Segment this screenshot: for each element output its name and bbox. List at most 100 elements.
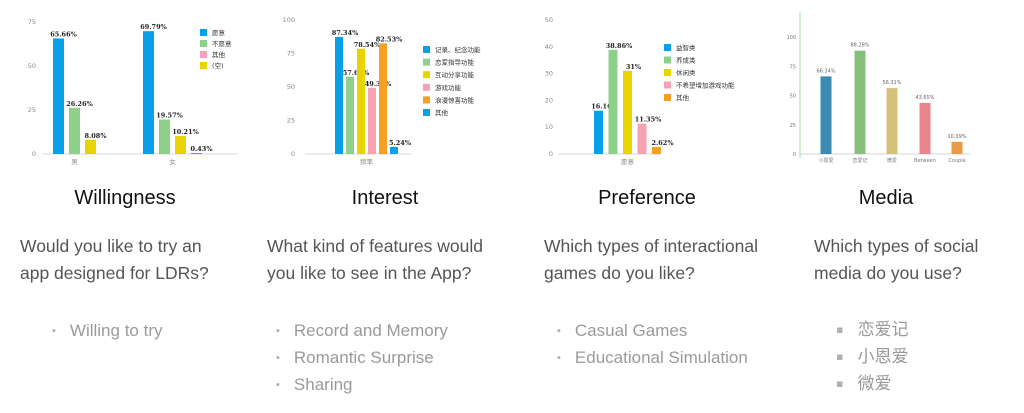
legend-label: 游戏功能	[435, 83, 462, 92]
data-label: 31%	[626, 63, 642, 71]
legend-swatch	[200, 29, 207, 36]
legend-label: 益智类	[676, 43, 696, 52]
bullets-interest: Record and Memory Romantic Surprise Shar…	[276, 317, 448, 398]
bullets-willingness: Willing to try	[52, 317, 163, 344]
data-label: 16.16%	[591, 103, 618, 111]
bar-5	[191, 153, 202, 154]
question-willingness: Would you like to try an app designed fo…	[20, 236, 209, 283]
y-tick-label: 75	[287, 50, 295, 58]
y-tick-label: 25	[28, 106, 36, 114]
data-label: 49.34%	[365, 80, 392, 88]
chart-preference: 0 10 20 30 40 50 16.16% 38.86% 31% 11.35% 2.62% 愿意 益…	[545, 16, 735, 166]
bar-2	[346, 76, 354, 154]
x-tick-label: Between	[914, 158, 936, 164]
bullet-item: Sharing	[276, 371, 448, 398]
y-tick-label: 0	[793, 152, 796, 158]
bar-4	[85, 139, 96, 154]
bar-5	[379, 43, 387, 154]
chart-interest: 0 25 50 75 100 87.34% 57.64% 78.54% 49.34% 82.53%…	[283, 16, 481, 166]
legend-label: 愿意	[212, 28, 226, 37]
bullets-preference: Casual Games Educational Simulation	[557, 317, 748, 371]
data-label: 10.39%	[947, 134, 966, 140]
y-tick-label: 10	[545, 123, 553, 131]
bar-1	[53, 38, 64, 154]
legend-swatch	[200, 40, 207, 47]
bullet-item: Willing to try	[52, 317, 163, 344]
bar-1	[335, 36, 343, 154]
legend-label: 养成类	[676, 56, 696, 65]
legend-label: (空)	[212, 61, 224, 70]
data-label: 5.24%	[389, 139, 412, 147]
bar-2	[69, 107, 80, 154]
data-label: 11.35%	[635, 116, 662, 124]
y-tick-label: 50	[28, 62, 36, 70]
legend-label: 其他	[676, 93, 690, 102]
bullet-item: Record and Memory	[276, 317, 448, 344]
legend-swatch	[664, 44, 671, 51]
legend-swatch	[423, 46, 430, 53]
data-label: 87.34%	[332, 29, 359, 37]
legend-label: 其他	[212, 50, 226, 59]
data-label: 19.57%	[156, 112, 183, 120]
y-tick-label: 0	[291, 150, 295, 158]
x-tick-label: 小恩爱	[818, 157, 833, 164]
legend-swatch	[200, 51, 207, 58]
legend-swatch	[423, 58, 430, 66]
data-label: 10.21%	[172, 128, 199, 136]
bar-1	[820, 76, 832, 154]
bar-3	[886, 88, 898, 154]
bullet-item: 恋爱记	[836, 317, 908, 344]
bar-3	[623, 70, 632, 154]
y-tick-label: 100	[786, 35, 796, 41]
legend-swatch	[664, 81, 671, 89]
y-tick-label: 0	[549, 150, 553, 158]
legend-swatch	[423, 109, 430, 116]
legend-swatch	[664, 56, 671, 64]
legend-swatch	[423, 96, 430, 104]
question-media: Which types of social media do you use?	[814, 236, 979, 283]
data-label: 66.34%	[816, 68, 835, 74]
data-label: 43.65%	[915, 95, 934, 101]
bar-2	[159, 119, 170, 154]
data-label: 26.26%	[66, 100, 93, 108]
y-tick-label: 75	[28, 18, 36, 26]
legend-label: 其他	[435, 108, 449, 117]
title-media: Media	[858, 187, 914, 209]
data-label: 2.62%	[651, 139, 674, 147]
bar-4	[637, 123, 647, 154]
chart-willingness: 0 25 50 75 65.66% 26.26% 8.08% 男 69.79% 19.57% 10.…	[28, 18, 238, 166]
bullet-item: Casual Games	[557, 317, 748, 344]
y-tick-label: 100	[283, 16, 295, 24]
legend-swatch	[200, 62, 207, 69]
bullet-item: 微爱	[836, 371, 908, 398]
data-label: 69.79%	[140, 23, 167, 31]
legend-swatch	[423, 83, 430, 91]
data-label: 0.43%	[190, 145, 213, 153]
question-interest: What kind of features would you like to …	[267, 236, 483, 283]
data-label: 88.28%	[850, 43, 869, 49]
bar-4	[919, 102, 931, 154]
legend-swatch	[423, 71, 430, 79]
legend-label: 休闲类	[676, 68, 696, 77]
x-tick-label: 频率	[360, 157, 374, 166]
bar-1	[143, 31, 154, 154]
data-label: 65.66%	[50, 30, 77, 38]
bar-6	[390, 146, 398, 154]
legend-label: 浪漫惊喜功能	[435, 95, 475, 104]
y-tick-label: 75	[790, 64, 796, 70]
y-tick-label: 25	[287, 117, 295, 125]
legend-label: 记录、纪念功能	[435, 45, 481, 54]
y-tick-label: 50	[790, 94, 796, 100]
bullet-item: 小恩爱	[836, 344, 908, 371]
y-tick-label: 25	[790, 123, 796, 129]
title-preference: Preference	[598, 187, 696, 209]
bar-4	[368, 87, 376, 154]
bar-5	[652, 146, 661, 154]
chart-media: 0 25 50 75 100 66.34% 小恩爱 88.28% 恋爱记 56.31% 微爱 43.6…	[786, 12, 970, 164]
x-tick-label: 微爱	[887, 157, 897, 164]
bullet-item: Educational Simulation	[557, 344, 748, 371]
x-tick-label: 恋爱记	[852, 157, 867, 164]
x-tick-label: 男	[71, 158, 78, 166]
data-label: 57.64%	[343, 69, 370, 77]
x-tick-label: 女	[169, 157, 176, 166]
